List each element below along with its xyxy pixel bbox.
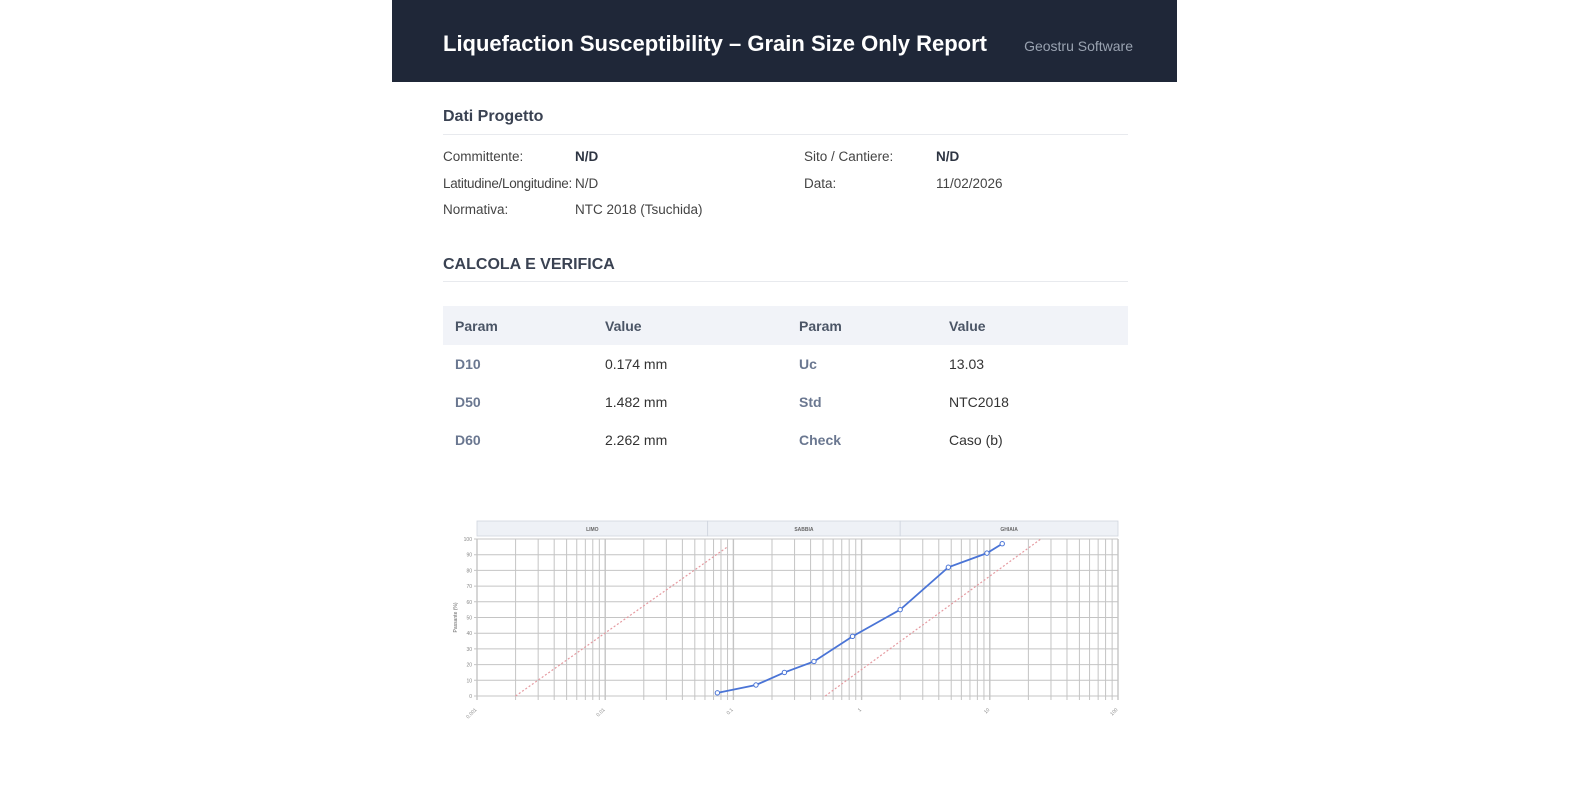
data-point xyxy=(781,669,788,676)
y-tick-label: 100 xyxy=(464,537,473,543)
x-tick-label: 1 xyxy=(857,707,863,713)
limit-curve xyxy=(824,538,1042,697)
column-header: Value xyxy=(937,306,1128,345)
table-header-row: Param Value Param Value xyxy=(443,306,1128,345)
data-point xyxy=(849,633,856,640)
value-cell: 0.174 mm xyxy=(605,356,668,372)
data-point xyxy=(984,550,990,556)
y-tick-label: 40 xyxy=(466,631,472,637)
report-title: Liquefaction Susceptibility – Grain Size… xyxy=(443,31,987,56)
x-tick-label: 0.01 xyxy=(595,707,606,718)
data-point xyxy=(999,541,1005,547)
y-tick-label: 80 xyxy=(466,568,472,574)
param-cell: D50 xyxy=(455,394,481,410)
x-tick-label: 0.1 xyxy=(726,707,735,716)
param-cell: D10 xyxy=(455,356,481,372)
field-label: Latitudine/Longitudine: xyxy=(443,176,572,191)
y-tick-label: 60 xyxy=(466,600,472,606)
param-cell: Std xyxy=(799,394,822,410)
data-point xyxy=(945,564,952,570)
field-value: 11/02/2026 xyxy=(936,176,1003,191)
data-point xyxy=(811,658,817,665)
param-cell: D60 xyxy=(455,432,481,448)
field-label: Data: xyxy=(804,176,837,191)
y-tick-label: 50 xyxy=(466,616,472,622)
data-point xyxy=(714,690,721,696)
field-label: Committente: xyxy=(443,149,524,164)
x-tick-label: 100 xyxy=(1109,707,1119,717)
column-header: Value xyxy=(593,306,787,345)
field-value: NTC 2018 (Tsuchida) xyxy=(575,202,703,217)
x-tick-label: 10 xyxy=(983,707,991,715)
section-title-project: Dati Progetto xyxy=(443,108,1128,135)
report: Liquefaction Susceptibility – Grain Size… xyxy=(392,0,1177,786)
zone-label: GHIAIA xyxy=(1000,527,1018,533)
field-value: N/D xyxy=(575,176,599,191)
value-cell: NTC2018 xyxy=(949,394,1009,410)
x-tick-label: 0.001 xyxy=(465,707,478,720)
table-row: D60 2.262 mm Check Caso (b) xyxy=(443,421,1128,459)
value-cell: 1.482 mm xyxy=(605,394,668,410)
section-title-calc: CALCOLA E VERIFICA xyxy=(443,256,1128,282)
param-cell: Uc xyxy=(799,356,817,372)
zone-label: SABBIA xyxy=(794,527,814,533)
y-tick-label: 20 xyxy=(466,663,472,669)
value-cell: Caso (b) xyxy=(949,432,1003,448)
brand-name: Geostru Software xyxy=(1024,38,1133,54)
field-value: N/D xyxy=(936,149,960,164)
y-tick-label: 90 xyxy=(466,553,472,559)
y-tick-label: 10 xyxy=(466,678,472,684)
param-cell: Check xyxy=(799,432,842,448)
field-label: Normativa: xyxy=(443,202,509,217)
data-point xyxy=(897,606,903,613)
y-tick-label: 70 xyxy=(466,584,472,590)
grading-curve xyxy=(717,542,1003,694)
y-tick-label: 0 xyxy=(469,694,472,700)
table-row: D10 0.174 mm Uc 13.03 xyxy=(443,345,1128,383)
field-label: Sito / Cantiere: xyxy=(804,149,894,164)
report-header: Liquefaction Susceptibility – Grain Size… xyxy=(392,0,1177,82)
value-cell: 13.03 xyxy=(949,356,985,372)
results-table: Param Value Param Value D10 0.174 mm Uc … xyxy=(443,306,1128,459)
column-header: Param xyxy=(443,306,593,345)
column-header: Param xyxy=(787,306,937,345)
y-axis-label: Passante (%) xyxy=(453,602,459,632)
zone-band xyxy=(899,520,1119,537)
data-point xyxy=(753,682,759,688)
zone-label: LIMO xyxy=(586,527,599,533)
limit-curve xyxy=(515,546,728,697)
field-value: N/D xyxy=(575,149,599,164)
y-tick-label: 30 xyxy=(466,647,472,653)
value-cell: 2.262 mm xyxy=(605,432,668,448)
table-row: D50 1.482 mm Std NTC2018 xyxy=(443,383,1128,421)
grain-size-chart: LIMO SABBIA GHIAIA 0 10 20 30 40 50 60 70 80 90 100 0.… xyxy=(453,520,1120,720)
